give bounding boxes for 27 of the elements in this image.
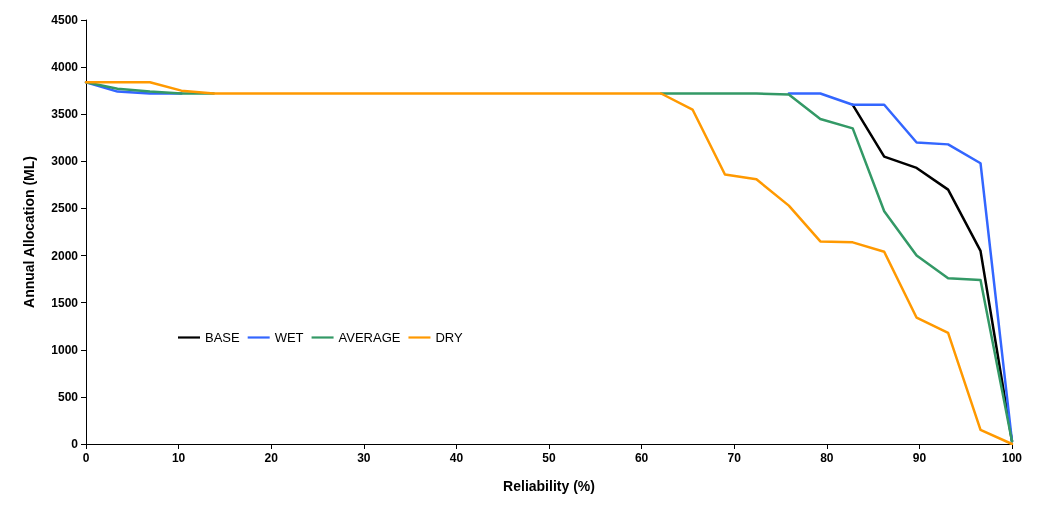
x-tick-label: 20: [264, 451, 279, 465]
y-tick-label: 4500: [51, 13, 79, 27]
x-tick-label: 80: [820, 451, 834, 465]
legend-label: DRY: [435, 330, 463, 345]
x-tick-label: 10: [171, 451, 186, 465]
y-tick-label: 0: [71, 437, 79, 451]
y-axis-title: Annual Allocation (ML): [21, 156, 37, 308]
y-tick-label: 3500: [51, 107, 79, 122]
y-tick-label: 1000: [51, 342, 79, 357]
x-tick-label: 100: [1001, 451, 1023, 465]
x-tick-label: 40: [449, 451, 464, 465]
legend-label: WET: [274, 330, 304, 345]
x-tick-label: 70: [727, 451, 742, 465]
x-tick-label: 30: [357, 451, 371, 465]
x-tick-label: 0: [82, 451, 90, 465]
y-tick-label: 500: [57, 389, 79, 404]
legend-label: AVERAGE: [338, 330, 401, 345]
y-tick-label: 3000: [51, 154, 79, 169]
y-tick-label: 2500: [51, 201, 79, 216]
y-tick-label: 4000: [51, 60, 79, 75]
y-tick-label: 1500: [51, 295, 79, 310]
x-tick-label: 60: [634, 451, 649, 465]
x-tick-label: 90: [912, 451, 927, 465]
x-axis-title: Reliability (%): [503, 478, 595, 494]
y-tick-label: 2000: [51, 248, 79, 263]
legend-label: BASE: [205, 330, 241, 345]
x-tick-label: 50: [542, 451, 556, 465]
